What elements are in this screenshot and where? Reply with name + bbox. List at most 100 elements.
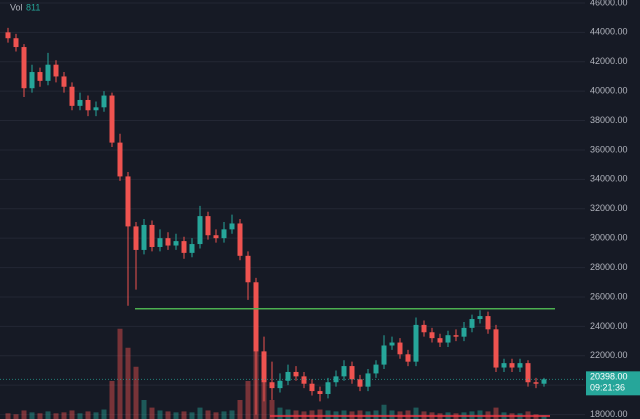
volume-bar bbox=[85, 411, 91, 419]
candle-body bbox=[85, 99, 91, 111]
candle-body bbox=[165, 238, 171, 246]
candle-body bbox=[173, 241, 179, 246]
y-tick-label: 40000.00 bbox=[590, 86, 628, 96]
candle-body bbox=[125, 176, 131, 227]
candle-body bbox=[37, 72, 43, 81]
volume-bar bbox=[373, 410, 379, 419]
volume-bar bbox=[165, 411, 171, 419]
candle-body bbox=[221, 229, 227, 239]
volume-bar bbox=[109, 381, 115, 419]
y-tick-label: 32000.00 bbox=[590, 203, 628, 213]
volume-bar bbox=[301, 411, 307, 419]
candle-body bbox=[541, 379, 547, 384]
candle-body bbox=[389, 342, 395, 346]
candle-body bbox=[301, 376, 307, 384]
volume-bar bbox=[421, 411, 427, 419]
candle-body bbox=[477, 316, 483, 320]
y-tick-label: 44000.00 bbox=[590, 27, 628, 37]
candle-body bbox=[533, 382, 539, 384]
volume-bar bbox=[189, 412, 195, 419]
volume-bar bbox=[197, 407, 203, 419]
volume-bar bbox=[293, 410, 299, 419]
candle-body bbox=[437, 338, 443, 343]
candle-body bbox=[269, 382, 275, 389]
y-tick-label: 26000.00 bbox=[590, 291, 628, 301]
candle-body bbox=[461, 327, 467, 337]
candle-body bbox=[325, 382, 331, 395]
volume-bar bbox=[317, 409, 323, 419]
candle-body bbox=[397, 342, 403, 355]
volume-bar bbox=[349, 411, 355, 419]
candle-body bbox=[237, 223, 243, 256]
volume-bar bbox=[133, 366, 139, 419]
y-tick-label: 42000.00 bbox=[590, 56, 628, 66]
volume-bar bbox=[69, 410, 75, 419]
candle-body bbox=[21, 47, 27, 89]
y-tick-label: 30000.00 bbox=[590, 233, 628, 243]
volume-bar bbox=[101, 409, 107, 419]
candle-body bbox=[69, 86, 75, 106]
candle-body bbox=[117, 142, 123, 177]
candle-body bbox=[357, 379, 363, 387]
volume-legend-value: 811 bbox=[26, 2, 40, 12]
candle-body bbox=[93, 107, 99, 111]
volume-bar bbox=[149, 407, 155, 419]
candle-body bbox=[517, 363, 523, 368]
volume-bar bbox=[485, 411, 491, 419]
volume-bar bbox=[173, 412, 179, 419]
volume-bar bbox=[61, 412, 67, 419]
volume-bar bbox=[469, 411, 475, 419]
candle-body bbox=[261, 351, 267, 383]
candle-body bbox=[429, 332, 435, 339]
candle-body bbox=[229, 223, 235, 230]
y-tick-label: 22000.00 bbox=[590, 350, 628, 360]
candle-body bbox=[245, 255, 251, 283]
y-tick-label: 28000.00 bbox=[590, 262, 628, 272]
volume-bar bbox=[477, 410, 483, 419]
volume-bar bbox=[541, 415, 547, 419]
y-tick-label: 18000.00 bbox=[590, 409, 628, 419]
volume-bar bbox=[237, 400, 243, 419]
volume-bar bbox=[493, 407, 499, 419]
candle-body bbox=[77, 99, 83, 106]
candle-body bbox=[157, 238, 163, 247]
candle-body bbox=[197, 216, 203, 245]
candle-body bbox=[469, 319, 475, 328]
volume-bar bbox=[205, 410, 211, 419]
volume-bar bbox=[245, 381, 251, 419]
volume-bar bbox=[5, 413, 11, 419]
candle-body bbox=[53, 64, 59, 77]
candle-body bbox=[141, 224, 147, 250]
candle-body bbox=[253, 282, 259, 352]
volume-bar bbox=[93, 412, 99, 419]
volume-bar bbox=[77, 413, 83, 419]
y-tick-label: 24000.00 bbox=[590, 321, 628, 331]
candle-body bbox=[493, 329, 499, 368]
candle-body bbox=[405, 354, 411, 362]
y-tick-label: 34000.00 bbox=[590, 174, 628, 184]
volume-bar bbox=[125, 347, 131, 419]
candle-body bbox=[205, 216, 211, 236]
candle-body bbox=[61, 76, 67, 87]
last-price-box bbox=[586, 371, 640, 396]
candle-body bbox=[101, 95, 107, 108]
volume-bar bbox=[53, 413, 59, 419]
candle-body bbox=[309, 383, 315, 392]
candle-body bbox=[509, 363, 515, 368]
y-tick-label: 38000.00 bbox=[590, 115, 628, 125]
volume-bar bbox=[21, 410, 27, 419]
countdown-label: 09:21:36 bbox=[590, 383, 625, 393]
candle-body bbox=[421, 324, 427, 333]
last-price-label: 20398.00 bbox=[590, 372, 628, 382]
candle-body bbox=[277, 380, 283, 389]
volume-legend-label: Vol bbox=[10, 2, 23, 12]
volume-bar bbox=[525, 411, 531, 419]
candle-body bbox=[213, 235, 219, 239]
candle-body bbox=[525, 363, 531, 383]
candle-body bbox=[285, 371, 291, 381]
volume-bar bbox=[117, 328, 123, 419]
volume-bar bbox=[389, 410, 395, 419]
candle-body bbox=[109, 95, 115, 143]
